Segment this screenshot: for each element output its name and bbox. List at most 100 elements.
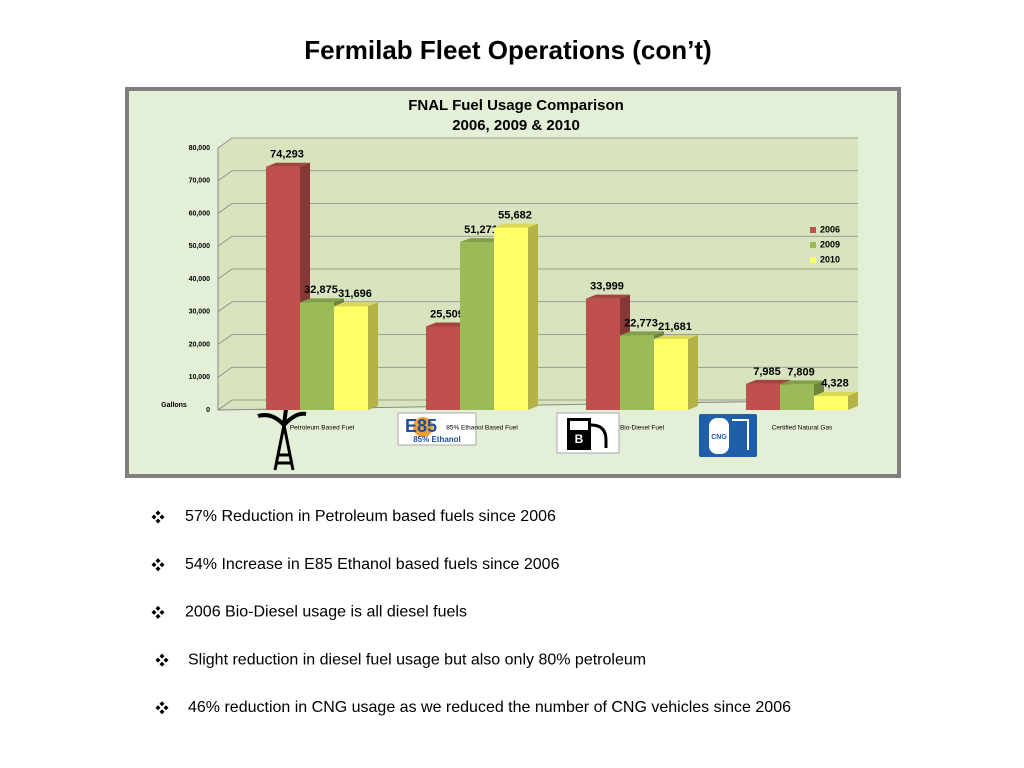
biodiesel-icon: B bbox=[556, 412, 620, 454]
y-tick-label: 0 bbox=[206, 407, 210, 414]
value-label: 51,271 bbox=[464, 224, 498, 236]
grid-line bbox=[217, 203, 858, 214]
y-tick-label: 10,000 bbox=[189, 374, 211, 381]
chart-title: FNAL Fuel Usage Comparison bbox=[408, 97, 624, 114]
legend-swatch bbox=[810, 242, 816, 248]
bullet-text: 46% reduction in CNG usage as we reduced… bbox=[188, 699, 791, 716]
y-axis-label: Gallons bbox=[161, 402, 187, 409]
e85-icon-text: E85 bbox=[405, 416, 437, 436]
value-label: 31,696 bbox=[338, 288, 372, 300]
bar-front bbox=[300, 302, 334, 410]
bar-top bbox=[266, 162, 310, 167]
bullet-diamond bbox=[159, 709, 165, 715]
bar-front bbox=[780, 384, 814, 410]
value-label: 32,875 bbox=[304, 284, 338, 296]
value-label: 33,999 bbox=[590, 281, 624, 293]
bar-front bbox=[620, 335, 654, 410]
value-label: 7,985 bbox=[753, 366, 781, 378]
bullet-diamond bbox=[155, 605, 161, 611]
bar-front bbox=[654, 338, 688, 410]
value-label: 25,509 bbox=[430, 308, 464, 320]
value-label: 4,328 bbox=[821, 378, 849, 390]
bar-top bbox=[814, 391, 858, 396]
x-tick-label: 85% Ethanol Based Fuel bbox=[446, 425, 518, 432]
y-tick-label: 30,000 bbox=[189, 309, 211, 316]
biodiesel-icon-text: B bbox=[575, 432, 584, 446]
bar-top bbox=[460, 238, 504, 243]
bar-front bbox=[746, 383, 780, 410]
bullet-marker bbox=[151, 510, 165, 524]
oil-derrick-icon bbox=[257, 408, 307, 471]
bullet-diamond bbox=[155, 518, 161, 524]
bullet-diamond bbox=[159, 653, 165, 659]
bullet-diamond bbox=[151, 514, 157, 520]
y-tick-label: 60,000 bbox=[189, 210, 211, 217]
bar-front bbox=[586, 298, 620, 410]
bar-front bbox=[334, 306, 368, 410]
bar-front bbox=[814, 395, 848, 410]
bullet-text: 57% Reduction in Petroleum based fuels s… bbox=[185, 508, 556, 525]
x-tick-label: Certified Natural Gas bbox=[772, 425, 833, 432]
value-label: 7,809 bbox=[787, 366, 815, 378]
bar-side bbox=[368, 302, 378, 410]
bullet-diamond bbox=[151, 609, 157, 615]
grid-line bbox=[217, 268, 858, 280]
bullet-diamond bbox=[159, 609, 165, 615]
bullet-diamond bbox=[163, 705, 169, 711]
bullet-marker bbox=[155, 701, 169, 715]
bullet-marker bbox=[155, 653, 169, 667]
y-tick-label: 80,000 bbox=[189, 145, 211, 152]
e85-icon: E85 85% Ethanol bbox=[397, 412, 477, 446]
bullet-text: Slight reduction in diesel fuel usage bu… bbox=[188, 651, 646, 668]
bullet-diamond bbox=[163, 657, 169, 663]
bullet-diamond bbox=[155, 657, 161, 663]
value-label: 22,773 bbox=[624, 317, 658, 329]
chart-subtitle: 2006, 2009 & 2010 bbox=[452, 117, 580, 134]
y-tick-label: 50,000 bbox=[189, 243, 211, 250]
x-tick-label: Petroleum Based Fuel bbox=[290, 425, 355, 432]
bar-front bbox=[494, 227, 528, 410]
bullet-text: 2006 Bio-Diesel usage is all diesel fuel… bbox=[185, 604, 467, 621]
bullet-diamond bbox=[159, 701, 165, 707]
bullet-diamond bbox=[155, 613, 161, 619]
value-label: 55,682 bbox=[498, 210, 532, 222]
cng-icon: CNG bbox=[699, 414, 757, 457]
e85-icon-subtext: 85% Ethanol bbox=[413, 435, 461, 444]
bar-top bbox=[620, 331, 664, 336]
y-tick-label: 70,000 bbox=[189, 178, 211, 185]
grid-line bbox=[217, 301, 858, 313]
cng-icon-text: CNG bbox=[711, 434, 727, 441]
bullet-marker bbox=[151, 605, 165, 619]
legend-label: 2009 bbox=[820, 239, 840, 249]
bullet-diamond bbox=[159, 514, 165, 520]
bullet-diamond bbox=[159, 562, 165, 568]
bar-front bbox=[460, 242, 494, 410]
bullet-diamond bbox=[155, 566, 161, 572]
bullet-diamond bbox=[155, 558, 161, 564]
bullet-diamond bbox=[155, 510, 161, 516]
bullet-diamond bbox=[151, 562, 157, 568]
bar bbox=[334, 302, 378, 410]
bar-top bbox=[780, 380, 824, 385]
value-label: 74,293 bbox=[270, 149, 304, 161]
bar-front bbox=[426, 326, 460, 410]
bullet-diamond bbox=[159, 661, 165, 667]
bullet-diamond bbox=[155, 705, 161, 711]
slide-title: Fermilab Fleet Operations (con’t) bbox=[304, 35, 711, 65]
bar-top bbox=[494, 223, 538, 228]
bar-top bbox=[300, 298, 344, 303]
bar-top bbox=[654, 334, 698, 339]
legend-label: 2010 bbox=[820, 254, 840, 264]
bar-top bbox=[334, 302, 378, 307]
y-tick-label: 20,000 bbox=[189, 341, 211, 348]
legend-swatch bbox=[810, 227, 816, 233]
y-tick-label: 40,000 bbox=[189, 276, 211, 283]
grid-line bbox=[217, 170, 858, 182]
bar-top bbox=[586, 294, 630, 299]
bar-top bbox=[426, 322, 470, 327]
bar-side bbox=[528, 223, 538, 410]
bar-front bbox=[266, 166, 300, 410]
bullet-marker bbox=[151, 558, 165, 572]
bullet-text: 54% Increase in E85 Ethanol based fuels … bbox=[185, 556, 560, 573]
value-label: 21,681 bbox=[658, 321, 692, 333]
